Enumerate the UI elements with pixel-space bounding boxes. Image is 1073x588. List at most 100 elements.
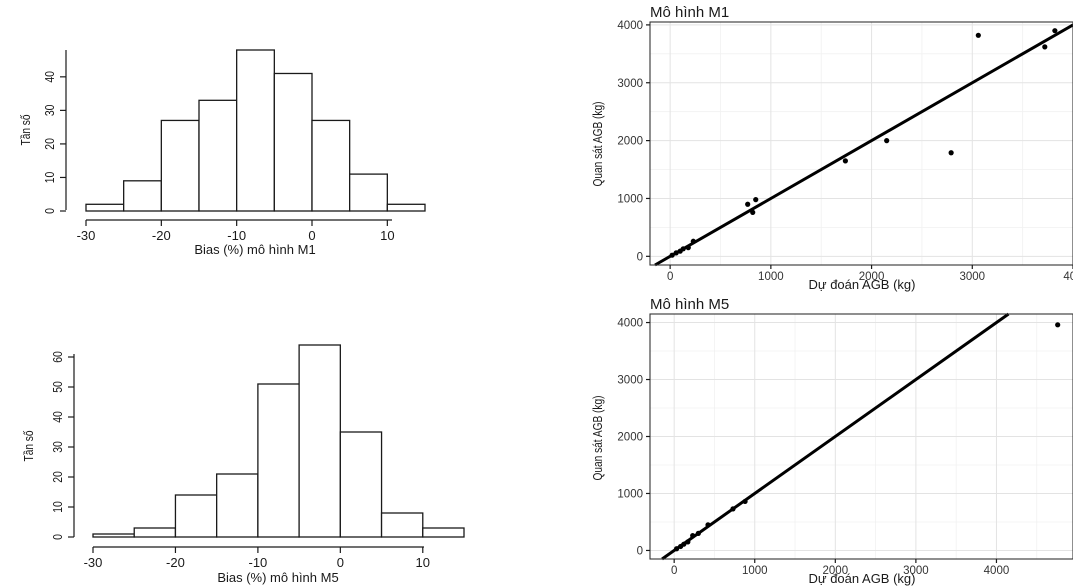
histogram-m1-bars — [85, 49, 426, 212]
histogram-m5-x-ticks: -30 -20 -10 0 10 — [84, 547, 430, 570]
histogram-m1-bar-5 — [236, 49, 275, 212]
scatter-m1-y-tick-label-5: 4000 — [617, 20, 643, 32]
histogram-m1-y-ticks: 0 10 20 30 40 — [43, 71, 66, 214]
histogram-m1-x-ticks: -30 -20 -10 0 10 — [77, 220, 395, 243]
scatter-m5-y-label: Quan sát AGB (kg) — [591, 395, 605, 480]
scatter-m1-x-tick-label-3: 2000 — [859, 271, 885, 283]
scatter-m1-x-tick-label-5: 400 — [1063, 271, 1073, 283]
scatter-m5-y-tick-label-3: 2000 — [617, 432, 643, 444]
scatter-m5-title: Mô hình M5 — [650, 296, 729, 313]
histogram-m5-bar-3 — [174, 494, 218, 538]
histogram-m5-bar-6 — [298, 344, 341, 538]
scatter-m5-point-4 — [685, 539, 691, 545]
scatter-m5-x-ticks: 0 1000 2000 3000 4000 — [671, 559, 1009, 577]
histogram-m5-x-label: Bias (%) mô hình M5 — [217, 570, 338, 585]
scatter-m1-point-14 — [1042, 44, 1048, 50]
scatter-m5-reference-line — [661, 312, 1010, 561]
scatter-m5-y-tick-label-5: 4000 — [617, 318, 643, 330]
scatter-m1-y-tick-label-1: 0 — [637, 251, 643, 263]
histogram-m5-y-label: Tần số — [22, 430, 36, 461]
scatter-m1-y-tick-label-4: 3000 — [617, 78, 643, 90]
histogram-m1-x-label: Bias (%) mô hình M1 — [194, 242, 315, 257]
histogram-m5-bar-9 — [422, 527, 465, 538]
scatter-m1-x-label: Dự đoán AGB (kg) — [809, 277, 916, 292]
scatter-m1-point-10 — [842, 158, 848, 164]
scatter-m5-point-6 — [695, 530, 701, 536]
histogram-m5-y-tick-label-6: 50 — [51, 381, 65, 393]
scatter-m1-point-2 — [673, 250, 679, 256]
scatter-m5-point-8 — [730, 506, 736, 512]
scatter-m5-y-tick-label-1: 0 — [637, 545, 643, 557]
histogram-m1-bar-7 — [311, 119, 351, 212]
histogram-m1-x-tick-label-2: -20 — [152, 228, 171, 243]
scatter-m1-x-tick-label-2: 1000 — [758, 271, 784, 283]
scatter-m1-point-5 — [685, 245, 691, 251]
histogram-m5-bar-8 — [380, 512, 424, 538]
scatter-m5-x-tick-label-3: 2000 — [823, 565, 849, 577]
histogram-m5-bar-4 — [216, 473, 259, 538]
scatter-m5-points — [673, 322, 1061, 552]
scatter-m5-x-tick-label-1: 0 — [671, 565, 677, 577]
scatter-m1-title: Mô hình M1 — [650, 4, 729, 21]
scatter-m5-point-7 — [705, 522, 711, 528]
scatter-m5-x-tick-label-4: 3000 — [903, 565, 929, 577]
histogram-m5-x-tick-label-2: -20 — [166, 555, 185, 570]
histogram-m5: -30 -20 -10 0 10 0 10 20 30 40 50 60 Bias (%) mô h… — [22, 344, 465, 585]
scatter-m1-point-12 — [948, 150, 954, 156]
scatter-m1-point-6 — [690, 238, 696, 244]
scatter-m1-y-label: Quan sát AGB (kg) — [591, 101, 605, 186]
scatter-m5-point-5 — [690, 533, 696, 539]
histogram-m5-bar-2 — [133, 527, 177, 538]
histogram-m5-bars — [92, 344, 465, 538]
scatter-m1-point-15 — [1052, 28, 1058, 34]
histogram-m1-x-tick-label-1: -30 — [77, 228, 96, 243]
histogram-m5-y-tick-label-4: 30 — [51, 441, 65, 453]
scatter-m1-point-9 — [753, 197, 759, 203]
histogram-m5-bar-5 — [257, 383, 300, 538]
histogram-m1-y-tick-label-3: 20 — [43, 138, 57, 150]
scatter-m1: Mô hình M1 0 1000 2000 3000 400 0 1000 2000 300… — [591, 4, 1073, 292]
scatter-m5-x-tick-label-5: 4000 — [984, 565, 1010, 577]
scatter-m1-point-4 — [680, 246, 686, 252]
scatter-m5-y-tick-label-2: 1000 — [617, 488, 643, 500]
scatter-m5: Mô hình M5 0 1000 2000 3000 4000 0 1000 2000 30… — [591, 296, 1073, 586]
scatter-m1-point-11 — [884, 138, 890, 144]
scatter-m1-point-8 — [750, 209, 756, 215]
scatter-m1-panel-border — [649, 21, 1073, 266]
histogram-m5-x-tick-label-3: -10 — [248, 555, 267, 570]
histogram-m5-y-tick-label-5: 40 — [51, 411, 65, 423]
histogram-m5-y-tick-label-3: 20 — [51, 471, 65, 483]
histogram-m1-bar-4 — [198, 99, 238, 212]
scatter-m1-y-tick-label-2: 1000 — [617, 193, 643, 205]
scatter-m1-point-7 — [745, 201, 751, 207]
histogram-m5-bar-1 — [92, 533, 135, 538]
scatter-m5-point-1 — [673, 546, 680, 552]
scatter-m5-y-tick-label-4: 3000 — [617, 375, 643, 387]
histogram-m5-y-tick-label-2: 10 — [51, 501, 65, 513]
scatter-m1-x-tick-label-1: 0 — [667, 271, 673, 283]
scatter-m1-y-ticks: 0 1000 2000 3000 4000 — [617, 20, 650, 263]
histogram-m5-y-tick-label-1: 0 — [51, 534, 65, 540]
histogram-m1-bar-6 — [273, 72, 313, 212]
histogram-m1-bar-9 — [386, 203, 426, 212]
scatter-m1-y-tick-label-3: 2000 — [617, 136, 643, 148]
histogram-m1-y-tick-label-4: 30 — [43, 104, 57, 116]
scatter-m5-x-tick-label-2: 1000 — [742, 565, 768, 577]
histogram-m1-y-label: Tần số — [19, 114, 33, 145]
scatter-m5-y-ticks: 0 1000 2000 3000 4000 — [617, 318, 650, 557]
histogram-m5-x-tick-label-4: 0 — [337, 555, 344, 570]
histogram-m5-y-tick-label-7: 60 — [51, 351, 65, 363]
histogram-m5-x-tick-label-1: -30 — [84, 555, 103, 570]
histogram-m1: -30 -20 -10 0 10 0 10 20 30 40 Bias (%) mô hình … — [19, 49, 426, 257]
scatter-m1-x-tick-label-4: 3000 — [959, 271, 985, 283]
histogram-m1-y-tick-label-1: 0 — [43, 208, 57, 214]
histogram-m1-y-tick-label-5: 40 — [43, 71, 57, 83]
histogram-m1-bar-1 — [85, 203, 125, 212]
scatter-m1-points — [669, 28, 1058, 258]
scatter-m5-point-10 — [1055, 322, 1061, 328]
histogram-m1-bar-3 — [160, 119, 200, 212]
histogram-m5-y-ticks: 0 10 20 30 40 50 60 — [51, 351, 74, 540]
histogram-m1-bar-8 — [349, 173, 388, 212]
scatter-m1-grid — [650, 22, 1073, 265]
scatter-m5-grid — [650, 314, 1073, 559]
